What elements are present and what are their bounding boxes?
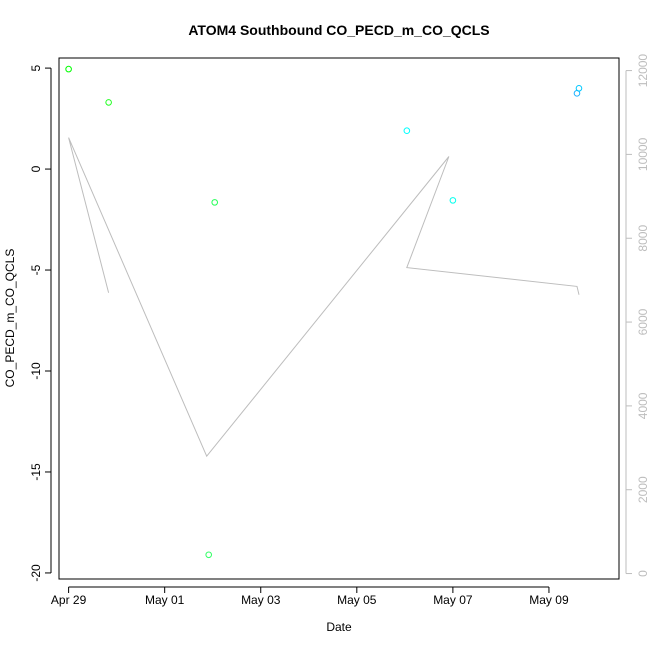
plot-area-frame (58, 57, 620, 580)
y2-axis: 0 2000 4000 6000 8000 10000 12000 (625, 54, 650, 577)
y2-tick-label: 12000 (636, 54, 650, 88)
line-series (68, 137, 580, 458)
x-axis: Apr 29 May 01 May 03 May 05 May 07 May 09 (51, 586, 569, 607)
x-tick-label: Apr 29 (51, 593, 87, 607)
data-point (449, 197, 457, 204)
y-axis-label: CO_PECD_m_CO_QCLS (3, 249, 17, 388)
y2-tick-label: 0 (636, 570, 650, 577)
x-axis-label: Date (326, 620, 352, 634)
data-point (65, 65, 72, 73)
y2-tick-label: 6000 (636, 308, 650, 335)
series-line (68, 137, 580, 458)
chart-title: ATOM4 Southbound CO_PECD_m_CO_QCLS (188, 22, 489, 38)
x-tick-label: May 07 (433, 593, 473, 607)
y-tick-label: -20 (29, 564, 43, 582)
y-axis: 5 0 -5 -10 -15 -20 (29, 64, 52, 582)
y-tick-label: 0 (29, 165, 43, 172)
y2-tick-label: 10000 (636, 137, 650, 171)
y-tick-label: 5 (29, 64, 43, 71)
y2-tick-label: 8000 (636, 225, 650, 252)
data-point (205, 551, 213, 559)
x-tick-label: May 01 (145, 593, 185, 607)
y2-tick-label: 2000 (636, 476, 650, 503)
data-point (211, 199, 219, 206)
point-series (65, 65, 583, 559)
data-point (403, 127, 411, 134)
x-tick-label: May 05 (337, 593, 377, 607)
y-tick-label: -10 (29, 362, 43, 380)
x-tick-label: May 03 (241, 593, 281, 607)
x-tick-label: May 09 (529, 593, 569, 607)
y-tick-label: -5 (29, 264, 43, 275)
y2-tick-label: 4000 (636, 392, 650, 419)
data-point (105, 99, 112, 106)
data-point (575, 84, 583, 92)
y-tick-label: -15 (29, 463, 43, 481)
